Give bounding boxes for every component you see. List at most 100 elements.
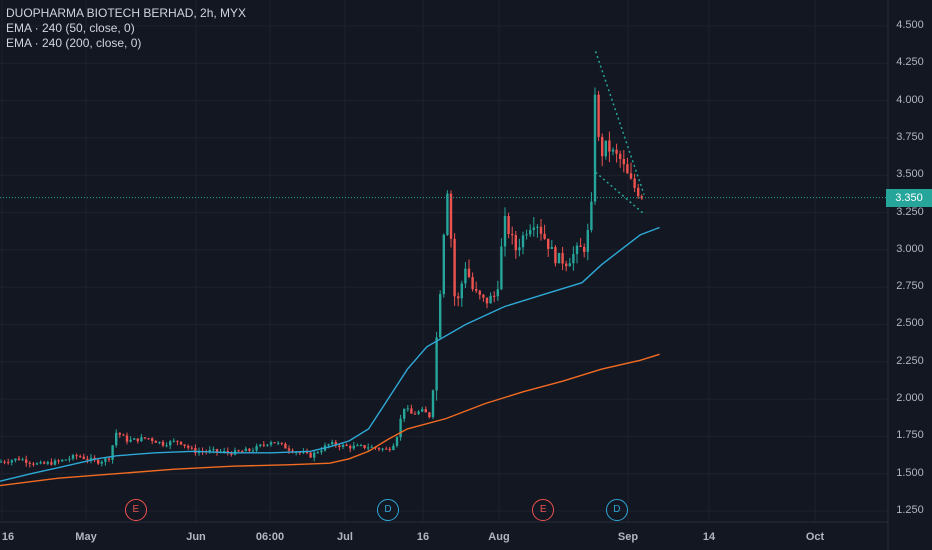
candle-body xyxy=(79,456,82,458)
ema-50-line xyxy=(0,226,660,482)
candle-body xyxy=(7,462,10,464)
candle-body xyxy=(151,438,154,441)
candle-body xyxy=(637,187,640,197)
candle-body xyxy=(417,411,420,414)
price-tick-label: 2.750 xyxy=(896,280,924,293)
candle-body xyxy=(140,437,143,442)
candle-body xyxy=(327,444,330,446)
price-tick-label: 1.250 xyxy=(896,504,924,516)
symbol-title[interactable]: DUOPHARMA BIOTECH BERHAD, 2h, MYX xyxy=(6,6,247,20)
candle-body xyxy=(86,458,89,460)
candle-body xyxy=(550,247,553,249)
candle-body xyxy=(71,455,75,459)
candle-body xyxy=(82,456,85,459)
candle-body xyxy=(183,444,186,446)
candle-body xyxy=(489,295,492,304)
candle-body xyxy=(475,289,478,291)
candle-body xyxy=(287,448,291,451)
earnings-event-icon[interactable]: E xyxy=(124,499,147,521)
candle-body xyxy=(223,451,226,453)
candle-body xyxy=(158,441,161,443)
candle-body xyxy=(176,440,179,442)
candle-body xyxy=(50,462,53,465)
price-tick-label: 2.500 xyxy=(896,317,924,330)
price-tick-label: 4.000 xyxy=(896,93,924,106)
candle-body xyxy=(568,263,571,267)
candle-body xyxy=(399,418,402,438)
time-tick-label: Jun xyxy=(186,531,206,543)
candle-body xyxy=(424,409,427,413)
price-tick-label: 3.750 xyxy=(896,130,924,143)
dividend-event-icon[interactable]: D xyxy=(605,499,628,521)
candle-body xyxy=(536,226,539,228)
candle-body xyxy=(266,444,269,446)
candle-body xyxy=(392,445,395,450)
candle-body xyxy=(583,246,586,252)
candle-body xyxy=(259,444,262,446)
candle-body xyxy=(532,227,535,230)
candle-body xyxy=(187,445,190,448)
candle-body xyxy=(255,445,258,451)
candle-body xyxy=(626,164,629,174)
time-tick-label: Aug xyxy=(488,531,510,543)
candle-body xyxy=(615,149,618,154)
candle-body xyxy=(57,460,60,462)
trendline xyxy=(595,171,645,215)
candle-body xyxy=(251,450,255,452)
candle-body xyxy=(381,448,384,450)
candle-body xyxy=(169,441,172,446)
candle-body xyxy=(165,445,168,447)
candle-body xyxy=(17,458,21,461)
candle-body xyxy=(0,461,3,463)
candle-body xyxy=(431,390,435,418)
candle-body xyxy=(557,252,561,264)
candle-body xyxy=(273,442,276,444)
candle-body xyxy=(280,442,283,444)
candle-body xyxy=(413,413,417,415)
candle-body xyxy=(46,462,49,464)
candle-body xyxy=(467,268,471,278)
candle-body xyxy=(521,235,525,248)
time-tick-label: 06:00 xyxy=(255,531,285,543)
candle-body xyxy=(298,452,301,454)
candle-body xyxy=(107,458,111,460)
candle-body xyxy=(457,296,460,299)
candle-body xyxy=(611,149,615,152)
candle-body xyxy=(601,136,604,157)
candle-body xyxy=(136,438,139,442)
candle-body xyxy=(111,445,114,460)
candle-body xyxy=(367,447,370,449)
candle-body xyxy=(244,448,247,452)
time-tick-label: 16 xyxy=(416,531,430,543)
candle-body xyxy=(464,268,467,284)
dividend-event-icon[interactable]: D xyxy=(377,499,399,521)
earnings-event-icon[interactable]: E xyxy=(532,499,555,521)
candle-body xyxy=(385,448,388,450)
candle-body xyxy=(21,459,24,461)
candle-body xyxy=(428,412,431,418)
candle-body xyxy=(248,448,251,451)
time-tick-label: Sep xyxy=(617,531,639,543)
price-tick-label: 3.250 xyxy=(896,205,924,218)
candle-body xyxy=(122,434,125,436)
candle-body xyxy=(25,459,28,463)
candle-body xyxy=(338,445,341,448)
candle-body xyxy=(179,441,183,445)
candle-body xyxy=(10,460,13,463)
candle-body xyxy=(471,277,474,290)
candle-body xyxy=(154,440,157,443)
candle-body xyxy=(619,153,622,159)
candle-body xyxy=(269,442,273,445)
candle-body xyxy=(608,140,611,152)
candle-body xyxy=(125,435,129,442)
candle-body xyxy=(133,438,136,440)
ema-50-legend[interactable]: EMA · 240 (50, close, 0) xyxy=(6,21,135,35)
candle-body xyxy=(421,409,424,412)
price-tick-label: 2.000 xyxy=(896,392,924,405)
candle-body xyxy=(89,457,93,460)
ema-200-legend[interactable]: EMA · 240 (200, close, 0) xyxy=(6,36,142,50)
candle-body xyxy=(633,178,636,188)
candle-body xyxy=(579,245,582,247)
candle-body xyxy=(439,294,442,338)
